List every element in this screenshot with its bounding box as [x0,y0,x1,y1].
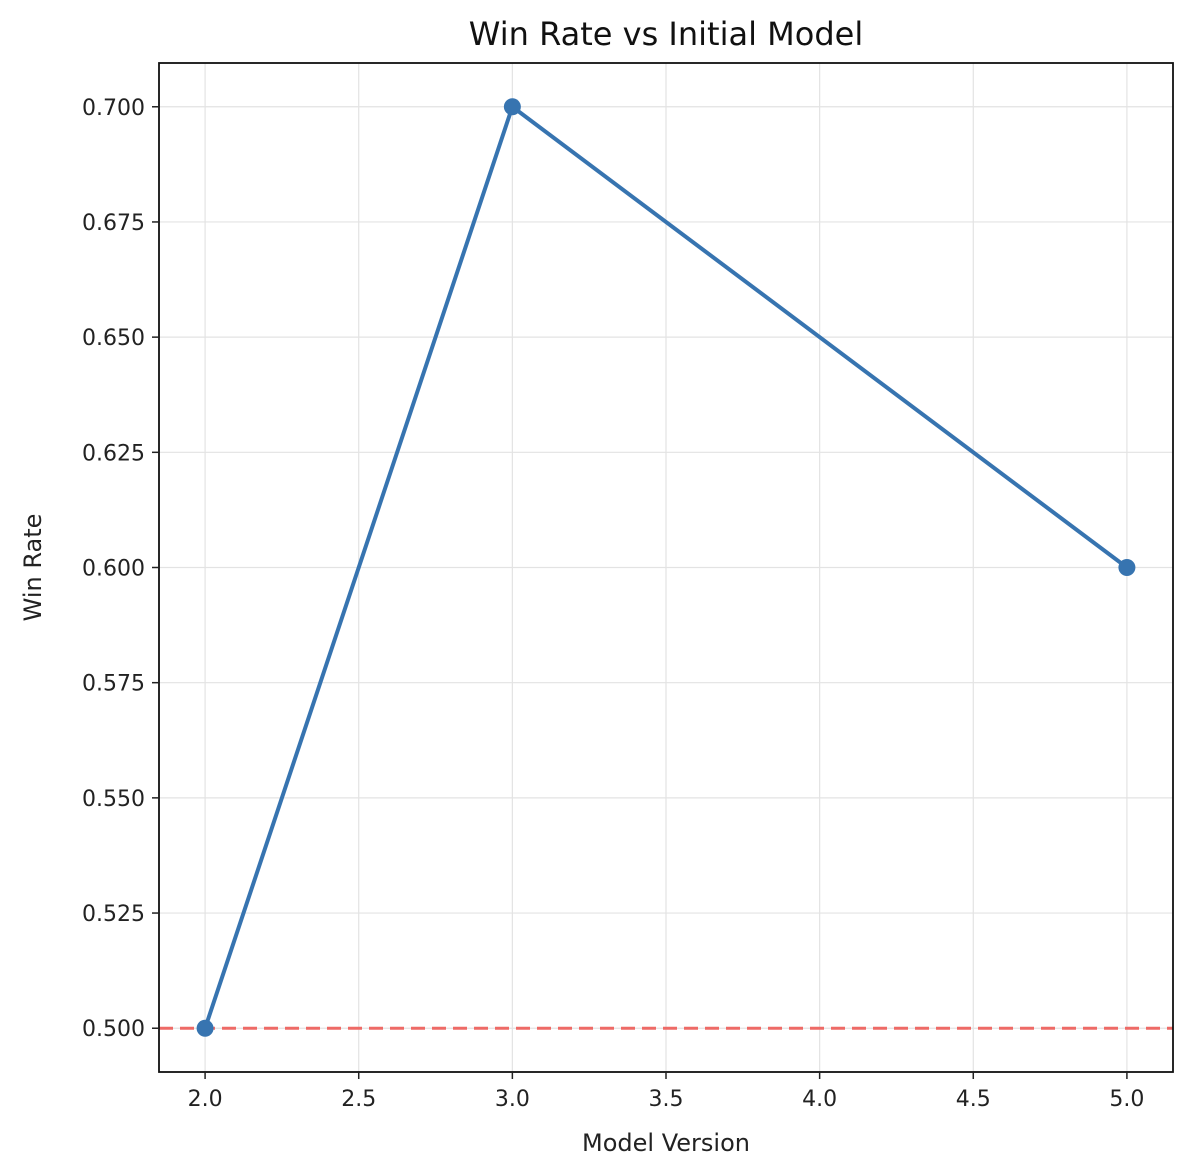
y-tick-label: 0.525 [82,902,145,927]
y-axis-label: Win Rate [19,514,47,622]
grid-lines [159,63,1173,1072]
x-tick-label: 4.5 [956,1087,991,1112]
x-tick-label: 3.5 [649,1087,684,1112]
x-axis-ticks: 2.0 2.5 3.0 3.5 4.0 4.5 5.0 [188,1072,1144,1112]
x-tick-label: 2.0 [188,1087,223,1112]
y-tick-label: 0.650 [82,326,145,351]
data-point [1118,559,1136,576]
data-point [196,1019,214,1037]
y-axis-ticks: 0.500 0.525 0.550 0.575 0.600 0.625 0.650 0.675… [82,96,159,1042]
x-tick-label: 5.0 [1109,1087,1144,1112]
y-tick-label: 0.625 [82,441,145,466]
y-tick-label: 0.600 [82,557,145,582]
x-tick-label: 2.5 [341,1087,376,1112]
y-tick-label: 0.575 [82,672,145,697]
y-tick-label: 0.700 [82,96,145,121]
x-tick-label: 4.0 [802,1087,837,1112]
y-tick-label: 0.550 [82,787,145,812]
y-tick-label: 0.500 [82,1017,145,1042]
series-layer [196,98,1136,1037]
x-axis-label: Model Version [582,1129,750,1157]
chart-title: Win Rate vs Initial Model [469,15,863,53]
y-tick-label: 0.675 [82,211,145,236]
data-point [503,98,521,116]
x-tick-label: 3.0 [495,1087,530,1112]
